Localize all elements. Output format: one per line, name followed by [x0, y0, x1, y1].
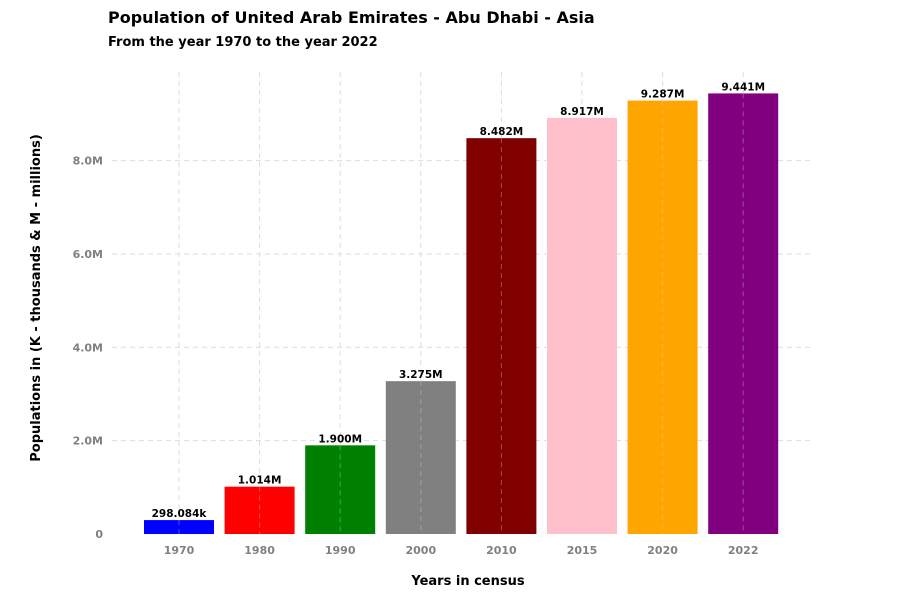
- x-tick-label: 1970: [164, 544, 195, 557]
- bar-2022: [708, 93, 779, 535]
- data-label: 8.917M: [560, 106, 604, 118]
- x-tick-label: 2010: [486, 544, 517, 557]
- bar-2015: [547, 117, 617, 534]
- chart-subtitle: From the year 1970 to the year 2022: [108, 35, 378, 50]
- x-tick-label: 1980: [244, 544, 275, 557]
- data-label: 1.900M: [318, 433, 362, 445]
- y-tick-label: 0: [95, 528, 103, 541]
- y-tick-label: 8.0M: [73, 155, 103, 168]
- y-tick-label: 6.0M: [73, 248, 103, 261]
- bar-1970: [144, 520, 214, 534]
- x-tick-label: 2022: [728, 544, 759, 557]
- bar-2000: [385, 381, 456, 534]
- data-label: 9.441M: [721, 81, 765, 93]
- bar-1990: [305, 445, 376, 534]
- data-label: 298.084k: [152, 508, 208, 520]
- x-axis-label: Years in census: [410, 574, 524, 589]
- y-axis-label: Populations in (K - thousands & M - mill…: [29, 134, 44, 462]
- x-tick-label: 1990: [325, 544, 356, 557]
- data-label: 1.014M: [238, 475, 282, 487]
- data-label: 8.482M: [480, 126, 524, 138]
- chart-title: Population of United Arab Emirates - Abu…: [108, 8, 595, 27]
- bar-2010: [466, 138, 537, 534]
- y-tick-label: 2.0M: [73, 435, 103, 448]
- y-tick-label: 4.0M: [73, 341, 103, 354]
- x-tick-label: 2000: [405, 544, 436, 557]
- x-tick-label: 2020: [647, 544, 678, 557]
- data-label: 3.275M: [399, 369, 443, 381]
- data-label: 9.287M: [641, 89, 685, 101]
- bar-2020: [627, 100, 698, 535]
- bar-1980: [224, 486, 295, 534]
- x-tick-label: 2015: [567, 544, 598, 557]
